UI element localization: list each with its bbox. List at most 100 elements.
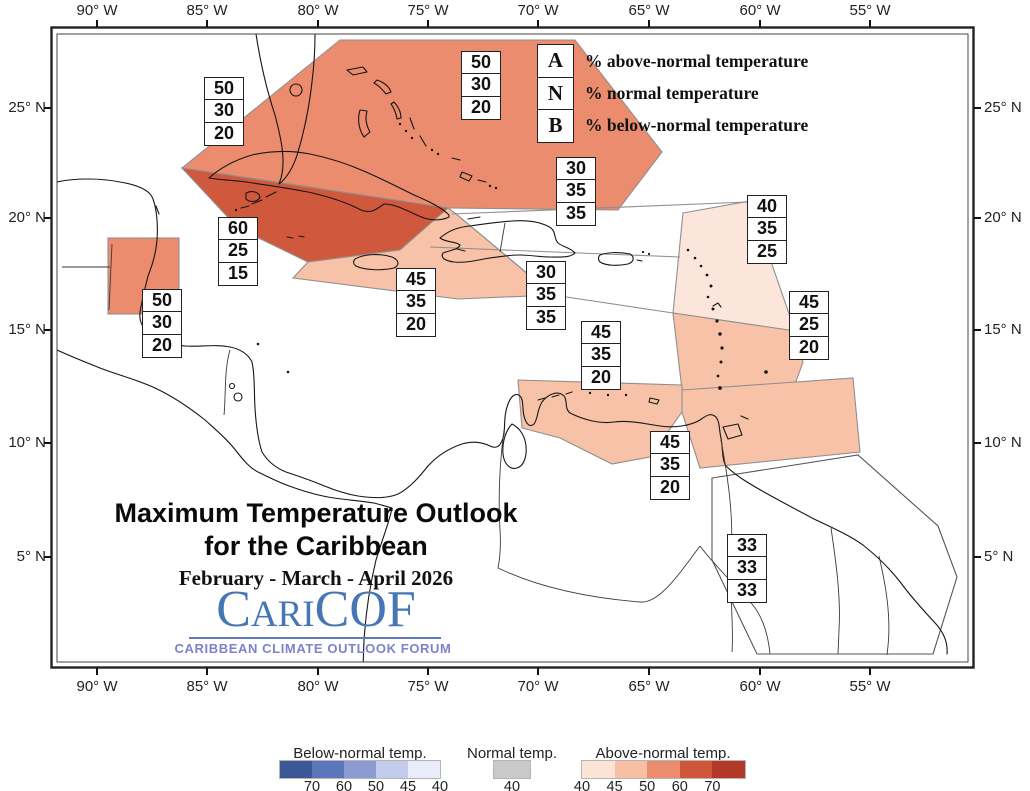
map-title-line1: Maximum Temperature Outlook [114,498,518,528]
scale-label-normal-40: 40 [503,779,521,791]
anb-label-below: % below-normal temperature [585,115,809,136]
scale-label-above-40: 40 [573,779,591,791]
lon-tick-bottom [648,668,650,675]
scale-swatch-below-45 [376,761,408,778]
lon-tick-bottom [206,668,208,675]
scale-swatch-below-70 [280,761,312,778]
prob-below-abc-islands: 20 [581,365,621,390]
trinidad [722,423,743,440]
anb-row-above: A % above-normal temperature [537,44,808,79]
forecast-box-hispaniola-north: 30 35 35 [556,157,596,226]
lon-label-bottom: 65° W [628,678,670,695]
scale-label-below-45: 45 [399,779,417,791]
lat-tick-right [974,107,981,109]
lon-tick-top [537,20,539,27]
lon-label-bottom: 90° W [76,678,118,695]
isla-juventud [245,191,261,202]
forecast-box-abc-islands: 45 35 20 [581,321,621,390]
lon-label-top: 90° W [76,2,118,19]
scale-swatch-below-60 [312,761,344,778]
prob-above-windward-islands: 45 [789,291,829,315]
lon-tick-bottom [317,668,319,675]
prob-above-western-cuba: 60 [218,217,258,241]
scale-label-below-50: 50 [367,779,385,791]
lat-label-right: 5° N [984,548,1014,565]
lon-tick-bottom [869,668,871,675]
coastline-puerto-rico [597,252,634,266]
prob-below-western-cuba: 15 [218,261,258,286]
anb-label-normal: % normal temperature [585,83,759,104]
forecast-box-bahamas: 50 30 20 [461,51,501,120]
lat-tick-right [974,442,981,444]
prob-normal-jamaica: 35 [396,290,436,315]
lat-label-left: 10° N [8,434,46,451]
prob-normal-bahamas: 30 [461,73,501,98]
scale-swatch-above-60 [679,761,713,778]
prob-below-belize: 20 [142,333,182,358]
lake-nicaragua [233,392,243,402]
anb-row-below: B % below-normal temperature [537,108,809,143]
tortuga-gonave [456,216,481,252]
lon-label-top: 60° W [739,2,781,19]
lon-label-bottom: 55° W [849,678,891,695]
prob-normal-nw-gulf: 30 [204,99,244,124]
scale-swatch-above-45 [614,761,648,778]
anb-row-normal: N % normal temperature [537,76,808,111]
lon-label-bottom: 70° W [517,678,559,695]
forecast-box-guianas: 33 33 33 [727,534,767,603]
lon-tick-top [759,20,761,27]
guadeloupe [712,302,722,308]
scale-label-above-60: 60 [671,779,688,791]
zone-windward-45 [672,312,804,399]
scale-title-above: Above-normal temp. [595,745,731,762]
margarita [648,397,660,405]
prob-above-trinidad-south: 45 [650,431,690,455]
forecast-box-nw-gulf: 50 30 20 [204,77,244,146]
prob-normal-leeward-islands: 35 [747,217,787,242]
logo-underline [189,637,441,639]
prob-normal-trinidad-south: 35 [650,453,690,478]
lon-tick-bottom [427,668,429,675]
lon-label-top: 55° W [849,2,891,19]
prob-above-belize: 50 [142,289,182,313]
lon-label-top: 85° W [186,2,228,19]
prob-normal-guianas: 33 [727,556,767,581]
lat-tick-right [974,329,981,331]
forecast-box-windward-islands: 45 25 20 [789,291,829,360]
scale-label-below-40: 40 [431,779,449,791]
lat-label-left: 5° N [16,548,46,565]
prob-below-hispaniola-north: 35 [556,201,596,226]
prob-below-windward-islands: 20 [789,335,829,360]
prob-normal-hispaniola-north: 35 [556,179,596,204]
coastline-pacific [57,349,393,662]
logo-big2: COF [314,581,416,638]
scale-swatches-normal [493,760,531,779]
lat-tick-left [44,442,51,444]
anb-legend: A % above-normal temperature N % normal … [537,44,809,143]
prob-normal-abc-islands: 35 [581,343,621,368]
lon-tick-top [206,20,208,27]
scale-swatches-above [581,760,746,779]
lat-tick-left [44,556,51,558]
prob-below-jamaica: 20 [396,312,436,337]
prob-above-hispaniola-north: 30 [556,157,596,181]
forecast-box-puerto-rico: 30 35 35 [526,261,566,330]
prob-below-bahamas: 20 [461,95,501,120]
scale-title-below: Below-normal temp. [293,745,427,762]
prob-normal-western-cuba: 25 [218,239,258,264]
map-outer-frame [50,26,975,669]
prob-normal-puerto-rico: 35 [526,283,566,308]
lat-tick-left [44,329,51,331]
lon-label-bottom: 85° W [186,678,228,695]
coastline-cuba [208,150,450,221]
prob-below-guianas: 33 [727,578,767,603]
lake-managua [228,382,236,390]
abc-islands [537,391,573,401]
lon-label-top: 65° W [628,2,670,19]
scale-label-above-45: 45 [606,779,623,791]
scale-swatch-above-40 [582,761,615,778]
zone-trinidad-45 [681,377,861,469]
cayman-islands [286,235,305,239]
vieques [636,259,643,262]
